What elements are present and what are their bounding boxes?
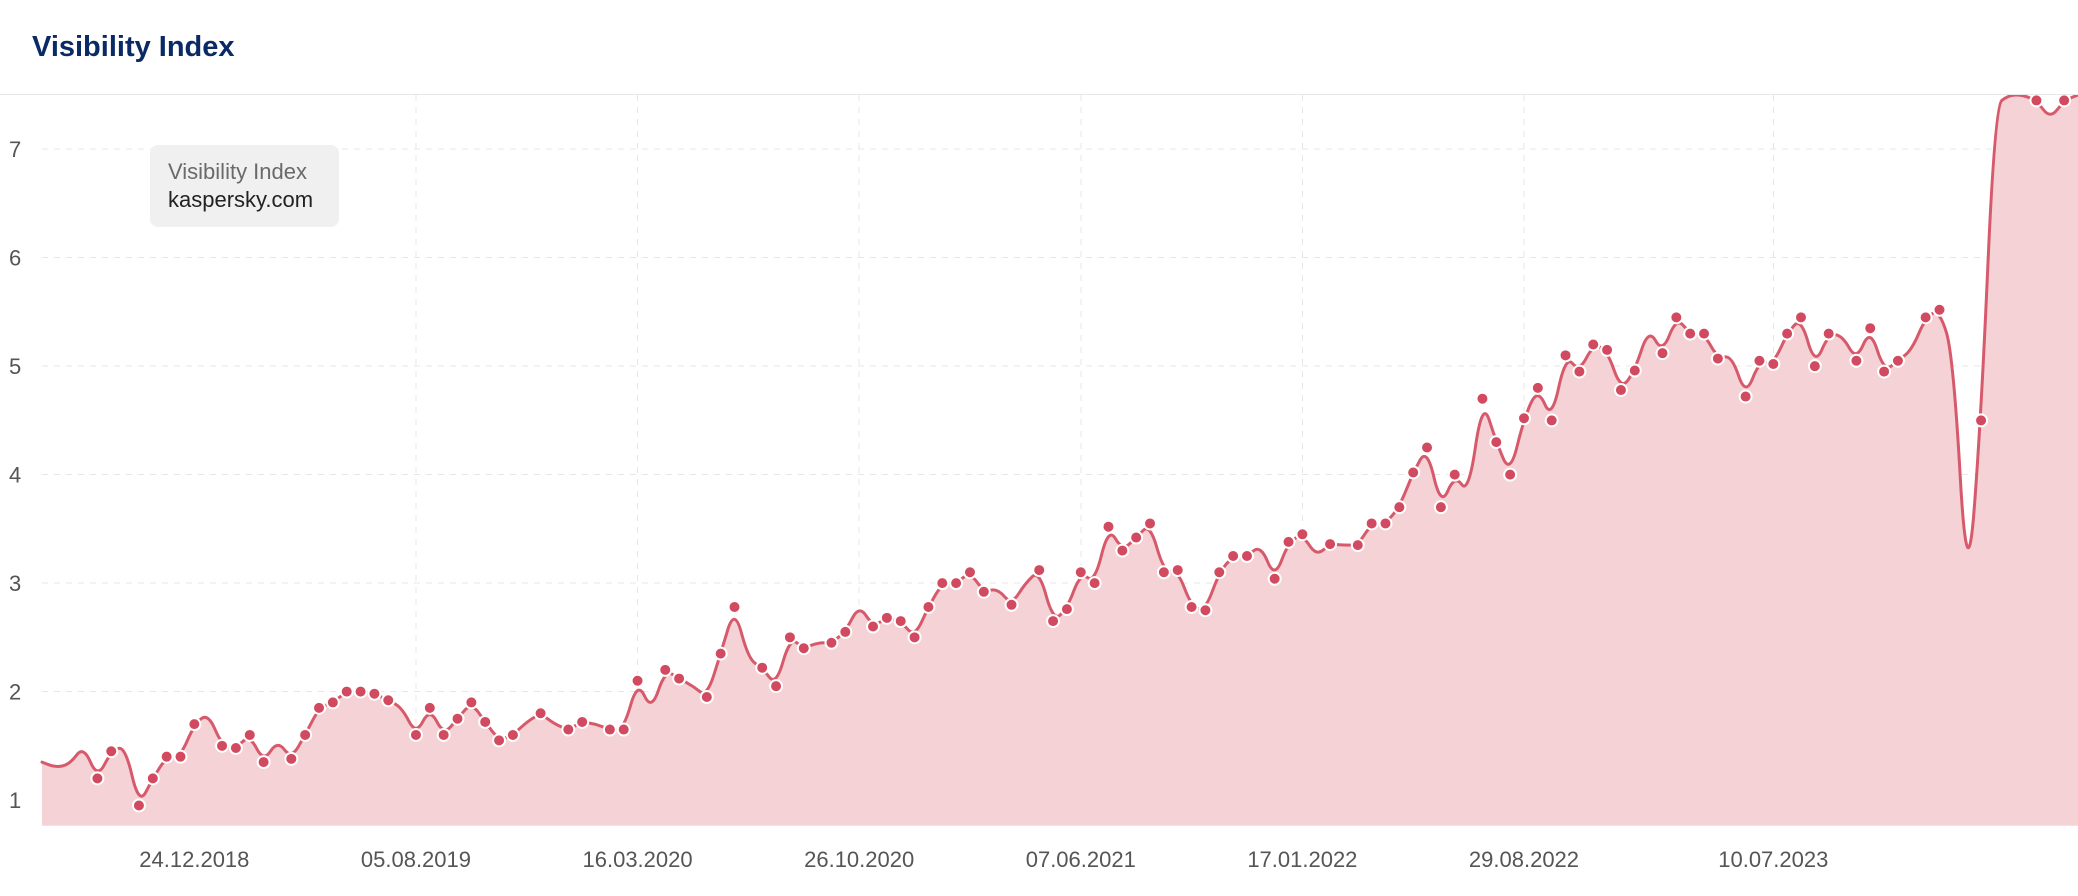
svg-text:24.12.2018: 24.12.2018 (139, 847, 249, 872)
chart-legend[interactable]: Visibility Index kaspersky.com (150, 145, 339, 227)
svg-text:07.06.2021: 07.06.2021 (1026, 847, 1136, 872)
svg-text:26.10.2020: 26.10.2020 (804, 847, 914, 872)
svg-text:4: 4 (9, 463, 21, 488)
chart-card: Visibility Index 1 2 3 4 5 6 7 24.12.2018 05.08.… (0, 0, 2078, 896)
svg-text:5: 5 (9, 354, 21, 379)
card-header: Visibility Index (0, 0, 2078, 95)
svg-text:6: 6 (9, 246, 21, 271)
legend-series-domain: kaspersky.com (168, 187, 313, 213)
svg-text:29.08.2022: 29.08.2022 (1469, 847, 1579, 872)
chart-area: 1 2 3 4 5 6 7 24.12.2018 05.08.2019 16.03.2020 26.… (0, 95, 2078, 896)
svg-text:7: 7 (9, 137, 21, 162)
svg-text:16.03.2020: 16.03.2020 (583, 847, 693, 872)
chart-title: Visibility Index (32, 31, 235, 64)
svg-text:10.07.2023: 10.07.2023 (1718, 847, 1828, 872)
svg-text:3: 3 (9, 571, 21, 596)
legend-series-name: Visibility Index (168, 159, 313, 185)
svg-text:1: 1 (9, 788, 21, 813)
svg-text:17.01.2022: 17.01.2022 (1247, 847, 1357, 872)
svg-text:2: 2 (9, 680, 21, 705)
svg-text:05.08.2019: 05.08.2019 (361, 847, 471, 872)
